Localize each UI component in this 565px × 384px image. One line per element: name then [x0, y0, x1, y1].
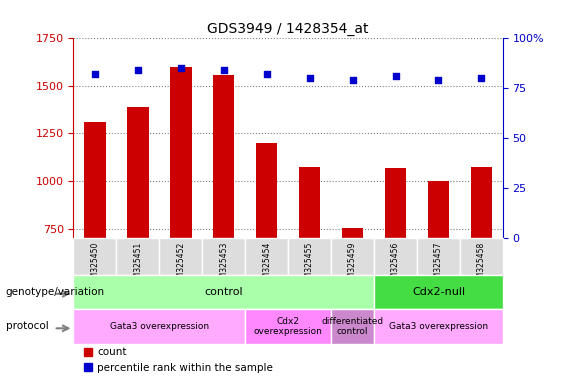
Bar — [73, 309, 245, 344]
Text: GSM325450: GSM325450 — [90, 242, 99, 288]
Bar — [288, 238, 331, 275]
Point — [262, 71, 271, 78]
Bar — [256, 143, 277, 238]
Point — [219, 67, 228, 73]
Text: GSM325455: GSM325455 — [305, 242, 314, 288]
Point — [90, 71, 99, 78]
Bar — [428, 181, 449, 238]
Text: GSM325458: GSM325458 — [477, 242, 486, 288]
Text: control: control — [205, 287, 243, 297]
Bar — [245, 309, 331, 344]
Point — [176, 65, 185, 71]
Bar — [170, 67, 192, 238]
Bar — [374, 238, 417, 275]
Bar — [417, 238, 460, 275]
Point — [391, 73, 400, 79]
Bar — [385, 168, 406, 238]
Text: GSM325453: GSM325453 — [219, 242, 228, 288]
Text: genotype/variation: genotype/variation — [6, 287, 105, 297]
Bar — [116, 238, 159, 275]
Text: Gata3 overexpression: Gata3 overexpression — [110, 322, 209, 331]
Bar — [202, 238, 245, 275]
Title: GDS3949 / 1428354_at: GDS3949 / 1428354_at — [207, 22, 369, 36]
Bar — [374, 275, 503, 309]
Legend: count, percentile rank within the sample: count, percentile rank within the sample — [79, 343, 277, 377]
Text: differentiated
control: differentiated control — [321, 317, 384, 336]
Text: protocol: protocol — [6, 321, 49, 331]
Point — [348, 77, 357, 83]
Bar — [73, 238, 116, 275]
Text: GSM325456: GSM325456 — [391, 242, 400, 288]
Bar — [331, 309, 374, 344]
Point — [477, 75, 486, 81]
Text: Gata3 overexpression: Gata3 overexpression — [389, 322, 488, 331]
Point — [305, 75, 314, 81]
Bar — [374, 309, 503, 344]
Bar — [460, 238, 503, 275]
Bar — [299, 167, 320, 238]
Bar — [73, 275, 374, 309]
Text: GSM325454: GSM325454 — [262, 242, 271, 288]
Bar — [159, 238, 202, 275]
Bar — [213, 74, 234, 238]
Point — [434, 77, 443, 83]
Bar — [84, 122, 106, 238]
Text: Cdx2
overexpression: Cdx2 overexpression — [254, 317, 323, 336]
Text: GSM325451: GSM325451 — [133, 242, 142, 288]
Bar — [331, 238, 374, 275]
Bar — [245, 238, 288, 275]
Bar — [471, 167, 492, 238]
Bar — [127, 107, 149, 238]
Text: GSM325459: GSM325459 — [348, 242, 357, 288]
Point — [133, 67, 142, 73]
Text: GSM325457: GSM325457 — [434, 242, 443, 288]
Bar — [342, 228, 363, 238]
Text: Cdx2-null: Cdx2-null — [412, 287, 465, 297]
Text: GSM325452: GSM325452 — [176, 242, 185, 288]
